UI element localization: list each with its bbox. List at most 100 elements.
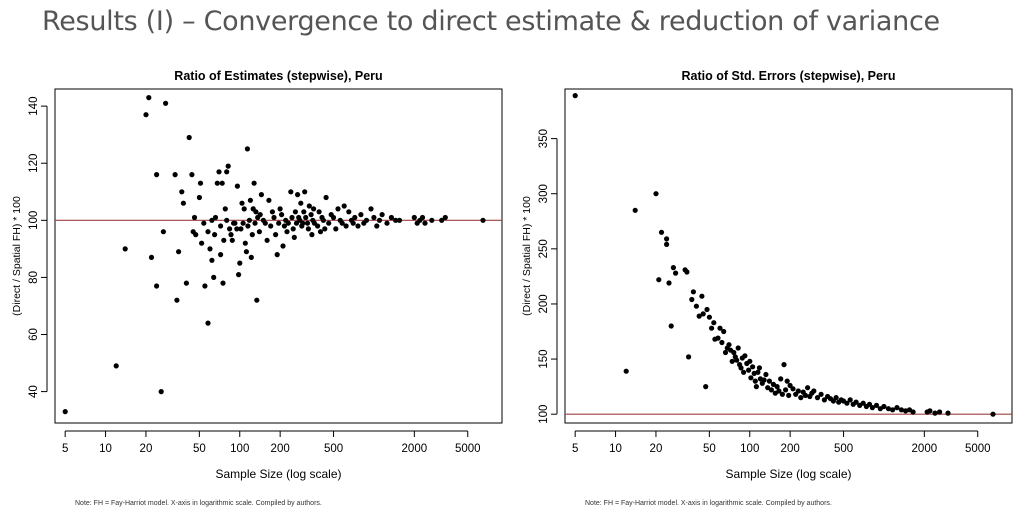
data-point	[910, 409, 916, 415]
data-point	[160, 229, 166, 235]
data-point	[309, 232, 315, 238]
data-point	[898, 407, 904, 413]
data-point	[776, 388, 782, 394]
data-point	[750, 364, 756, 370]
data-point	[781, 362, 787, 368]
data-point	[228, 232, 234, 238]
data-point	[388, 214, 394, 221]
data-point	[358, 212, 364, 218]
data-point	[193, 232, 199, 238]
data-point	[673, 270, 679, 276]
y-tick-label: 300	[538, 184, 550, 203]
data-point	[243, 249, 249, 255]
data-point	[199, 240, 205, 246]
data-point	[572, 93, 578, 99]
data-point	[196, 194, 202, 201]
x-tick-label: 50	[193, 443, 206, 455]
data-point	[779, 391, 785, 397]
data-point	[396, 217, 403, 223]
y-tick-label: 120	[28, 154, 40, 173]
data-point	[726, 342, 732, 348]
data-point	[284, 229, 290, 235]
data-point	[748, 375, 754, 381]
data-point	[658, 229, 665, 235]
data-point	[350, 220, 356, 226]
x-tick-label: 5000	[965, 443, 991, 455]
data-point	[719, 339, 725, 346]
data-point	[246, 217, 252, 223]
data-point	[439, 217, 445, 223]
data-point	[717, 325, 723, 331]
data-point	[903, 408, 909, 414]
x-axis-label: Sample Size (log scale)	[725, 467, 851, 481]
data-point	[301, 209, 307, 215]
data-point	[229, 237, 235, 243]
x-tick-label: 5000	[455, 443, 481, 455]
data-point	[699, 293, 705, 299]
data-point	[239, 200, 245, 206]
data-point	[746, 367, 752, 373]
y-axis-label: (Direct / Spatial FH) * 100	[11, 196, 23, 316]
chart-note-left: Note: FH = Fay-Harriot model. X-axis in …	[75, 500, 322, 507]
data-point	[244, 146, 250, 152]
data-point	[258, 192, 264, 198]
data-point	[269, 209, 275, 215]
data-point	[735, 345, 741, 351]
y-tick-label: 80	[28, 271, 40, 284]
data-point	[264, 237, 270, 243]
data-point	[339, 220, 345, 226]
data-point	[376, 217, 383, 223]
data-point	[711, 320, 717, 326]
data-point	[686, 354, 692, 360]
data-point	[715, 335, 721, 341]
chart-note-right: Note: FH = Fay-Harriot model. X-axis in …	[585, 500, 832, 507]
data-point	[257, 212, 263, 218]
data-point	[818, 391, 824, 397]
x-tick-label: 2000	[402, 443, 428, 455]
data-point	[990, 411, 996, 417]
data-point	[266, 197, 272, 203]
data-point	[684, 269, 690, 275]
data-point	[315, 223, 321, 229]
data-point	[690, 289, 696, 295]
data-point	[860, 400, 866, 406]
data-point	[368, 206, 374, 212]
x-tick-label: 20	[650, 443, 663, 455]
data-point	[289, 214, 295, 221]
x-tick-label: 5	[62, 443, 68, 455]
data-point	[873, 402, 880, 408]
data-point	[729, 358, 735, 364]
data-point	[320, 217, 326, 223]
data-point	[179, 189, 185, 195]
data-point	[323, 194, 329, 201]
data-point	[303, 214, 309, 221]
chart-title: Ratio of Estimates (stepwise), Peru	[174, 69, 382, 83]
data-point	[247, 197, 253, 203]
data-point	[752, 378, 758, 384]
data-point	[251, 180, 257, 186]
y-tick-label: 40	[28, 385, 40, 398]
data-point	[237, 260, 243, 266]
data-point	[189, 172, 195, 178]
data-point	[291, 234, 297, 240]
data-point	[248, 254, 254, 260]
data-point	[755, 369, 761, 375]
data-point	[783, 387, 789, 393]
data-point	[844, 400, 850, 406]
data-point	[696, 313, 702, 319]
chart-ratio-of-std-errors: Ratio of Std. Errors (stepwise), Peru 5 10…	[510, 60, 1015, 490]
data-point	[890, 407, 896, 413]
data-point	[821, 397, 827, 403]
data-point	[197, 180, 204, 186]
data-point	[814, 395, 821, 401]
data-point	[256, 229, 262, 235]
x-tick-label: 10	[99, 443, 112, 455]
data-point	[221, 237, 227, 243]
data-point	[202, 283, 208, 289]
data-point	[154, 172, 160, 178]
data-point	[379, 212, 385, 218]
data-point	[304, 220, 311, 226]
data-point	[847, 397, 853, 403]
data-point	[363, 217, 370, 223]
data-point	[689, 296, 695, 303]
